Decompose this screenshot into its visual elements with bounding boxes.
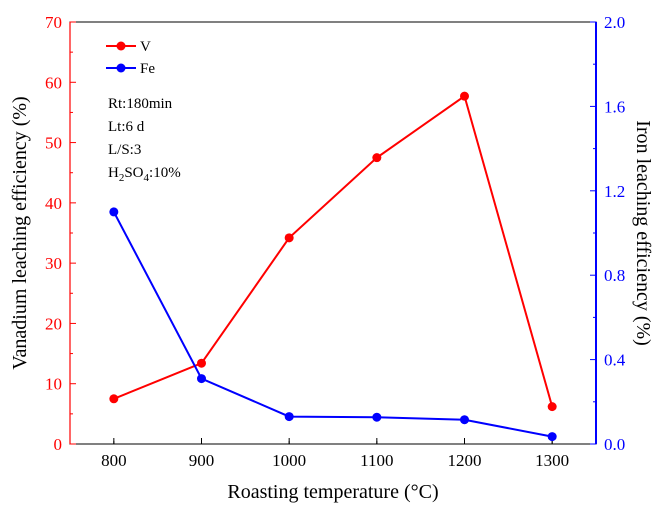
data-point-v (372, 153, 382, 163)
data-point-fe (109, 207, 119, 217)
right-axis-title: Iron leaching efficiency (%) (632, 120, 652, 346)
annotation-ls: L/S:3 (108, 142, 141, 158)
legend-v-marker (116, 41, 126, 51)
right-tick-label: 0.8 (604, 266, 625, 285)
data-point-fe (460, 415, 469, 425)
right-tick-label: 1.6 (604, 97, 625, 116)
left-axis-title: Vanadium leaching efficiency (%) (9, 96, 31, 369)
x-axis-ticks: 800 900 1000 1100 1200 1300 (101, 438, 569, 470)
h2so4-prefix: H (108, 165, 119, 181)
left-axis-ticks: 0 10 20 30 40 50 60 70 (45, 13, 76, 454)
data-point-v (284, 233, 294, 243)
annotation-lt: Lt:6 d (108, 119, 145, 135)
data-point-fe (547, 432, 557, 442)
legend-v-label: V (140, 39, 151, 55)
data-point-v (197, 358, 206, 368)
data-point-fe (372, 412, 382, 422)
annotation-rt: Rt:180min (108, 96, 173, 112)
data-point-v (547, 402, 557, 412)
h2so4-mid: SO (124, 165, 143, 181)
left-tick-label: 60 (45, 73, 62, 92)
x-axis-title: Roasting temperature (°C) (227, 481, 438, 503)
series-line-v (113, 94, 554, 407)
legend: V Fe (106, 39, 155, 77)
x-tick-label: 1000 (272, 451, 306, 470)
x-tick-label: 1300 (535, 451, 569, 470)
x-tick-label: 1200 (448, 451, 482, 470)
h2so4-sub1: 2 (119, 172, 125, 184)
left-tick-label: 50 (45, 134, 62, 153)
left-tick-label: 0 (54, 435, 63, 454)
data-point-fe (284, 412, 294, 422)
right-tick-label: 0.4 (604, 351, 626, 370)
left-tick-label: 40 (45, 194, 62, 213)
right-tick-label: 1.2 (604, 182, 625, 201)
left-tick-label: 10 (45, 375, 62, 394)
x-tick-label: 800 (101, 451, 127, 470)
h2so4-sub2: 4 (144, 172, 150, 184)
series-line-fe (112, 211, 553, 438)
left-tick-label: 20 (45, 314, 62, 333)
h2so4-suffix: :10% (149, 165, 181, 181)
data-point-v (109, 394, 119, 404)
conditions-annotation: Rt:180min Lt:6 d L/S:3 H2SO4:10% (108, 96, 181, 184)
right-tick-label: 0.0 (604, 435, 625, 454)
left-tick-label: 30 (45, 254, 62, 273)
x-tick-label: 900 (189, 451, 215, 470)
right-tick-label: 2.0 (604, 13, 625, 32)
data-point-v (460, 91, 469, 101)
right-axis-ticks: 0.0 0.4 0.8 1.2 1.6 2.0 (590, 13, 626, 454)
series-layer (109, 91, 557, 442)
x-tick-label: 1100 (360, 451, 393, 470)
annotation-h2so4: H2SO4:10% (108, 165, 181, 184)
data-point-fe (197, 374, 206, 384)
legend-fe-marker (116, 63, 126, 73)
legend-fe-label: Fe (140, 61, 155, 77)
plot-frame (69, 21, 597, 445)
left-tick-label: 70 (45, 13, 62, 32)
